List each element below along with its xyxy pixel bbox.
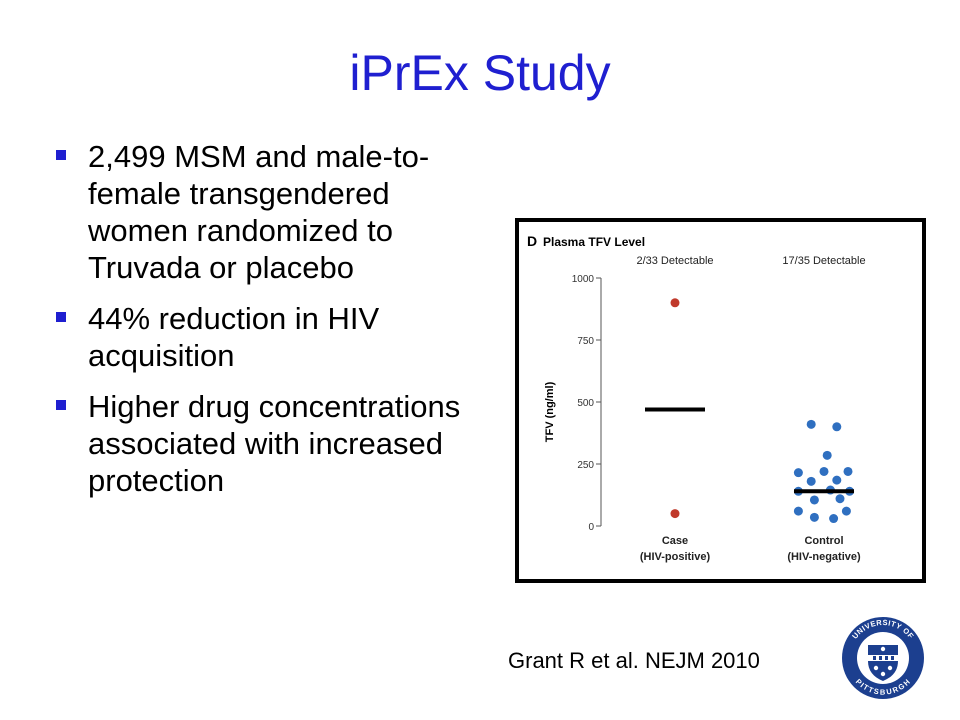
square-bullet-icon [56, 400, 66, 410]
x-category-label: Case (HIV-positive) [640, 535, 711, 563]
bullet-text: 2,499 MSM and male-to-female transgender… [88, 139, 430, 285]
data-point [843, 466, 853, 476]
data-point [806, 419, 816, 429]
data-point [841, 506, 851, 516]
data-point [829, 514, 839, 524]
y-tick-label: 1000 [572, 274, 595, 285]
bullet-text: Higher drug concentrations associated wi… [88, 389, 461, 498]
y-tick-label: 750 [577, 336, 594, 347]
seal-shield [868, 645, 898, 681]
seal-band-check [879, 656, 882, 660]
seal-band-check [891, 656, 894, 660]
seal-band-check [885, 656, 888, 660]
data-point [793, 468, 803, 478]
data-point [670, 298, 680, 308]
panel-label: D [527, 233, 537, 249]
seal-band-check [873, 656, 876, 660]
data-point [835, 494, 845, 504]
data-point [793, 506, 803, 516]
data-point [809, 512, 819, 522]
data-point [670, 509, 680, 519]
y-tick-label: 250 [577, 460, 594, 471]
chart-title: Plasma TFV Level [543, 235, 645, 249]
detectable-annotation: 17/35 Detectable [782, 255, 865, 267]
seal-shield-band [868, 655, 898, 661]
detectable-annotation: 2/33 Detectable [636, 255, 713, 267]
seal-shield-dot [873, 665, 879, 671]
data-point [809, 495, 819, 505]
plasma-tfv-chart: D Plasma TFV Level TFV (ng/ml) 0 250 500 75… [527, 233, 866, 563]
y-tick-label: 0 [588, 522, 594, 533]
seal-shield-dot [880, 671, 886, 677]
bullet-item: 2,499 MSM and male-to-female transgender… [52, 138, 482, 286]
seal-shield-dot [880, 646, 886, 652]
data-point [832, 422, 842, 432]
chart-frame: D Plasma TFV Level TFV (ng/ml) 0 250 500 75… [515, 218, 926, 583]
university-seal-logo: UNIVERSITY OF PITTSBURGH [840, 615, 926, 706]
bullet-item: Higher drug concentrations associated wi… [52, 388, 482, 499]
data-point [822, 450, 832, 460]
bullet-list: 2,499 MSM and male-to-female transgender… [52, 138, 482, 513]
bullet-item: 44% reduction in HIV acquisition [52, 300, 482, 374]
data-point [832, 475, 842, 485]
bullet-text: 44% reduction in HIV acquisition [88, 301, 380, 373]
slide-title: iPrEx Study [349, 45, 611, 101]
square-bullet-icon [56, 150, 66, 160]
citation: Grant R et al. NEJM 2010 [508, 648, 760, 673]
data-point [806, 476, 816, 486]
seal-shield-dot [887, 665, 893, 671]
square-bullet-icon [56, 312, 66, 322]
x-category-label: Control (HIV-negative) [787, 535, 861, 563]
data-point [819, 466, 829, 476]
y-tick-label: 500 [577, 398, 594, 409]
y-axis-label: TFV (ng/ml) [544, 381, 556, 442]
